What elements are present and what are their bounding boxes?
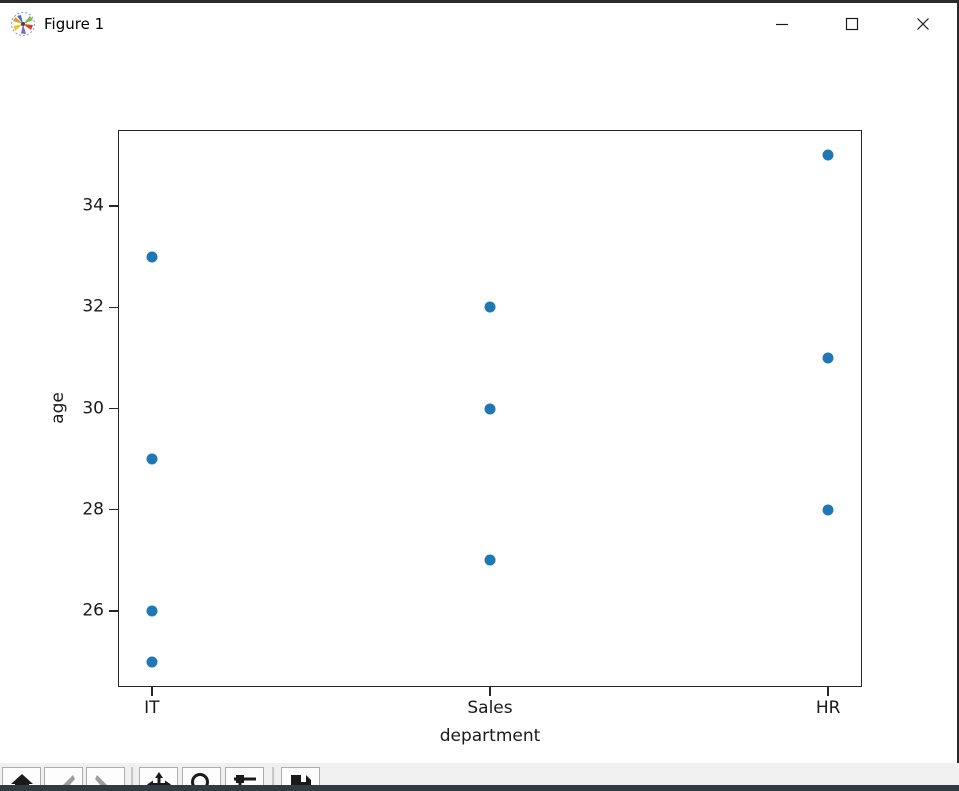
y-tick-mark: [109, 610, 118, 612]
toolbar-separator: [272, 767, 275, 791]
y-tick-label: 26: [82, 600, 104, 621]
bottom-edge-strip: [0, 785, 959, 791]
y-tick-mark: [109, 407, 118, 410]
scatter-point: [822, 504, 834, 516]
minimize-button[interactable]: [759, 3, 805, 45]
matplotlib-logo-icon: [10, 11, 36, 37]
scatter-point: [484, 301, 496, 313]
x-tick-mark: [489, 687, 491, 696]
window-right-border: [957, 0, 959, 791]
x-tick-mark: [827, 687, 829, 696]
scatter-point: [822, 149, 834, 161]
y-tick-label: 32: [82, 296, 104, 317]
y-tick-label: 30: [82, 398, 104, 419]
scatter-point: [146, 453, 158, 465]
y-tick-mark: [109, 306, 118, 308]
scatter-point: [146, 656, 158, 668]
close-button[interactable]: [900, 3, 946, 45]
scatter-point: [822, 352, 834, 364]
scatter-point: [484, 554, 496, 566]
y-tick-label: 34: [82, 195, 104, 216]
x-axis-label: department: [439, 726, 541, 746]
x-tick-mark: [151, 687, 153, 696]
window-title: Figure 1: [44, 15, 105, 33]
y-tick-mark: [109, 205, 118, 207]
toolbar-separator: [131, 767, 134, 791]
window-top-border: [0, 0, 959, 3]
title-bar[interactable]: Figure 1: [0, 3, 957, 45]
plot-axes: [118, 130, 862, 687]
scatter-point: [146, 605, 158, 617]
x-tick-label: IT: [144, 698, 160, 718]
x-tick-label: Sales: [467, 698, 513, 718]
maximize-button[interactable]: [829, 3, 875, 45]
y-tick-label: 28: [82, 499, 104, 520]
scatter-point: [146, 251, 158, 263]
figure-canvas[interactable]: age department 26 28 30 32 34 IT Sales HR: [0, 45, 957, 763]
x-tick-label: HR: [815, 698, 841, 718]
y-tick-mark: [109, 509, 118, 511]
scatter-point: [484, 403, 496, 414]
